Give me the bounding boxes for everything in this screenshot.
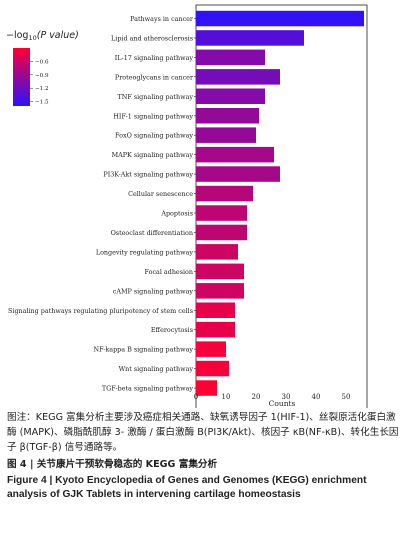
figure-title-en: Figure 4 | Kyoto Encyclopedia of Genes a… bbox=[7, 475, 367, 500]
y-tick-label: TNF signaling pathway bbox=[118, 93, 194, 101]
x-axis-label: Counts bbox=[269, 399, 296, 408]
figure-title-zh: 图 4 | 关节康片干预软骨稳态的 KEGG 富集分析 bbox=[7, 459, 218, 470]
y-tick-label: Focal adhesion bbox=[145, 268, 193, 276]
bar bbox=[196, 146, 274, 163]
bar bbox=[196, 321, 235, 338]
legend-title-suffix: (P value) bbox=[37, 30, 79, 41]
bar bbox=[196, 69, 280, 85]
y-tick-label: IL-17 signaling pathway bbox=[115, 54, 194, 62]
bar bbox=[196, 108, 259, 124]
x-tick-label: 30 bbox=[282, 393, 291, 401]
bar bbox=[196, 341, 226, 357]
x-tick-label: 40 bbox=[312, 393, 321, 401]
legend-tick-label: −0.6 bbox=[35, 59, 49, 65]
y-tick-label: PI3K-Akt signaling pathway bbox=[103, 171, 193, 179]
bar bbox=[196, 205, 247, 221]
x-tick-label: 20 bbox=[252, 393, 261, 401]
legend-title-sub: 10 bbox=[28, 34, 36, 42]
y-tick-label: Proteoglycans in cancer bbox=[115, 73, 194, 81]
bar bbox=[196, 224, 247, 241]
y-tick-label: cAMP signaling pathway bbox=[113, 287, 194, 295]
legend-tick-label: −1.5 bbox=[35, 100, 49, 106]
bar bbox=[196, 10, 364, 27]
bar bbox=[196, 166, 280, 182]
y-tick-label: Apoptosis bbox=[160, 210, 193, 218]
y-tick-label: Pathways in cancer bbox=[130, 15, 194, 23]
legend-title-prefix: −log bbox=[6, 30, 28, 41]
bar bbox=[196, 30, 304, 46]
legend-colorbar bbox=[13, 48, 30, 106]
y-tick-label: Efferocytosis bbox=[151, 326, 193, 334]
bar bbox=[196, 302, 235, 318]
bar bbox=[196, 360, 229, 377]
y-tick-label: Lipid and atherosclerosis bbox=[111, 35, 193, 43]
x-tick-label: 0 bbox=[194, 393, 198, 401]
bar bbox=[196, 88, 265, 104]
y-tick-label: FoxO signaling pathway bbox=[115, 132, 193, 140]
kegg-bar-chart: −log10(P value) −0.6−0.9−1.2−1.5 Pathway… bbox=[6, 4, 368, 408]
x-tick-label: 50 bbox=[342, 393, 351, 401]
y-tick-label: TGF-beta signaling pathway bbox=[102, 385, 193, 393]
y-tick-label: Longevity regulating pathway bbox=[96, 248, 194, 256]
y-tick-label: Wnt signaling pathway bbox=[119, 365, 194, 373]
bar bbox=[196, 127, 256, 143]
y-tick-label: NF-kappa B signaling pathway bbox=[94, 346, 194, 354]
figure-note: 图注：KEGG 富集分析主要涉及癌症相关通路、缺氧诱导因子 1(HIF-1)、丝… bbox=[7, 412, 399, 453]
y-tick-label: Signaling pathways regulating pluripoten… bbox=[8, 307, 193, 315]
bar bbox=[196, 380, 217, 396]
bar bbox=[196, 263, 244, 280]
bar bbox=[196, 185, 253, 202]
y-tick-label: Cellular senescence bbox=[128, 190, 193, 198]
color-legend: −log10(P value) −0.6 −0.9 −1.2 −1.5 bbox=[6, 30, 79, 106]
y-tick-label: HIF-1 signaling pathway bbox=[113, 112, 193, 120]
legend-tick-label: −1.2 bbox=[35, 86, 49, 92]
legend-title: −log10(P value) bbox=[6, 30, 79, 42]
legend-tick-label: −0.9 bbox=[35, 73, 49, 79]
y-tick-label: Osteoclast differentiation bbox=[111, 229, 193, 237]
x-tick-label: 10 bbox=[222, 393, 231, 401]
bar bbox=[196, 244, 238, 260]
y-tick-label: MAPK signaling pathway bbox=[112, 151, 194, 159]
bar bbox=[196, 283, 244, 299]
bar bbox=[196, 49, 265, 66]
caption-block: 图注：KEGG 富集分析主要涉及癌症相关通路、缺氧诱导因子 1(HIF-1)、丝… bbox=[7, 410, 403, 502]
